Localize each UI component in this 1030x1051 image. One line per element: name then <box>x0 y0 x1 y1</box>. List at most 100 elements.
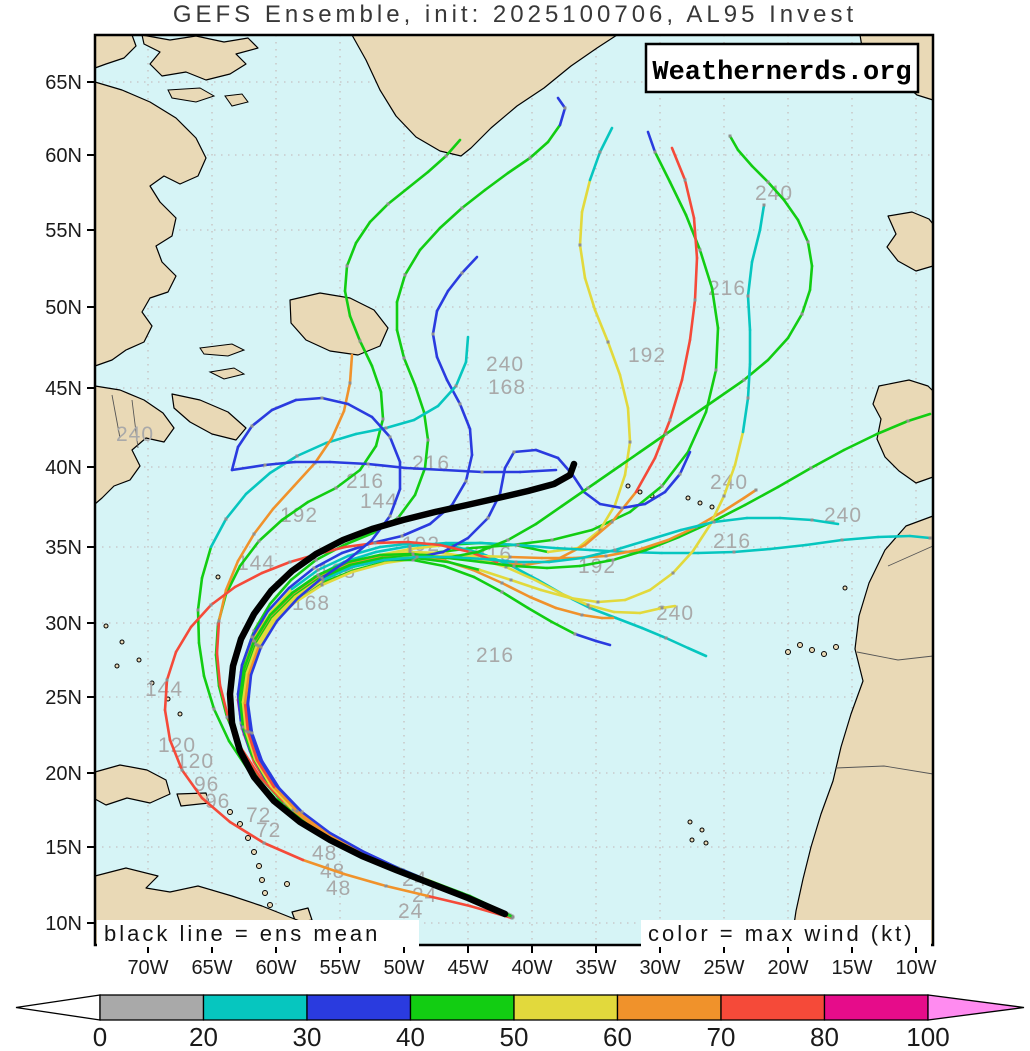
track-time-marker <box>444 154 448 158</box>
track-time-marker <box>766 180 770 184</box>
track-time-marker <box>250 635 254 639</box>
track-time-marker <box>334 486 338 490</box>
forecast-hour-label: 168 <box>488 376 526 399</box>
track-time-marker <box>516 543 520 547</box>
track-time-marker <box>295 809 299 813</box>
lon-tick-label: 65W <box>191 957 232 979</box>
legend-note-right: color = max wind (kt) <box>641 920 931 947</box>
track-time-marker <box>458 402 462 406</box>
lon-tick-label: 45W <box>447 957 488 979</box>
forecast-hour-label: 72 <box>246 804 271 827</box>
land-arctic-islets <box>167 87 216 103</box>
track-time-marker <box>388 514 392 518</box>
land-greenland <box>351 34 618 157</box>
forecast-hour-label: 48 <box>320 860 345 883</box>
track-time-marker <box>312 566 316 570</box>
track-time-marker <box>291 808 295 812</box>
track-time-marker <box>396 516 400 520</box>
forecast-hour-label: 240 <box>755 182 793 205</box>
track-time-marker <box>262 841 266 845</box>
legend-note-left-text: black line = ens mean <box>104 921 380 946</box>
lon-tick-label: 15W <box>831 957 872 979</box>
colorbar-tick-label: 70 <box>707 1022 736 1051</box>
forecast-hour-label: 96 <box>194 773 219 796</box>
colorbar-tick-label: 40 <box>396 1022 425 1051</box>
track-time-marker <box>411 558 415 562</box>
track-time-marker <box>460 206 464 210</box>
track-time-marker <box>408 547 412 551</box>
track-time-marker <box>683 178 687 182</box>
track-time-marker <box>431 332 435 336</box>
track-time-marker <box>252 629 256 633</box>
forecast-hour-label: 216 <box>412 452 450 475</box>
track-time-marker <box>345 264 349 268</box>
map-frame <box>93 33 935 947</box>
forecast-hour-label: 48 <box>326 877 351 900</box>
track-time-marker <box>411 552 415 556</box>
country-border <box>887 545 934 567</box>
track-time-marker <box>500 581 504 585</box>
lat-tick-label: 10N <box>45 913 82 935</box>
track-time-marker <box>742 378 746 382</box>
track-time-marker <box>653 150 657 154</box>
legend-note-left: black line = ens mean <box>97 920 419 947</box>
track-time-marker <box>512 564 516 568</box>
track-time-marker <box>604 554 608 558</box>
track-time-marker <box>578 243 582 247</box>
track-time-marker <box>320 396 324 400</box>
forecast-hour-label: 216 <box>346 470 384 493</box>
land-newfoundland <box>289 292 389 356</box>
track-time-marker <box>226 715 230 719</box>
land-arctic-islets <box>224 93 249 107</box>
track-time-marker <box>580 613 584 617</box>
track-time-marker <box>209 603 213 607</box>
track-time-marker <box>628 440 632 444</box>
ensemble-mean-track <box>226 460 578 918</box>
lat-tick-label: 45N <box>45 378 82 400</box>
track-time-marker <box>928 536 932 540</box>
track-time-marker <box>508 555 512 559</box>
track-time-marker <box>712 520 716 524</box>
lat-tick-label: 55N <box>45 220 82 242</box>
track-time-marker <box>257 539 261 543</box>
track-time-marker <box>348 381 352 385</box>
colorbar-tick-label: 80 <box>810 1022 839 1051</box>
track-time-marker <box>263 463 267 467</box>
land-new-england <box>94 385 175 505</box>
lat-tick-label: 60N <box>45 145 82 167</box>
forecast-hour-label: 48 <box>312 842 337 865</box>
track-time-marker <box>314 558 318 562</box>
track-time-marker <box>400 534 404 538</box>
colorbar-segment <box>202 994 308 1021</box>
track-time-marker <box>722 494 726 498</box>
track-time-marker <box>714 368 718 372</box>
state-border <box>111 394 121 439</box>
track-time-marker <box>464 479 468 483</box>
land-hispaniola <box>94 764 171 806</box>
land-madeira <box>842 585 848 591</box>
watermark-box: Weathernerds.org <box>644 42 920 94</box>
land-labrador-quebec <box>94 81 207 367</box>
colorbar-tick-label: 0 <box>93 1022 107 1051</box>
land-bermuda <box>215 574 221 580</box>
forecast-hour-label: 240 <box>824 504 862 527</box>
lon-tick-label: 60W <box>255 957 296 979</box>
track-time-marker <box>239 721 243 725</box>
state-border <box>131 399 139 449</box>
colorbar-right-arrow <box>927 994 1025 1021</box>
track-time-marker <box>732 550 736 554</box>
axis-ticks-and-labels: 65N 60N 55N 50N 45N 40N 35N 30N 25N 20N 15N 10N 70W 6… <box>45 72 936 979</box>
colorbar-segment <box>720 994 826 1021</box>
track-time-marker <box>746 294 750 298</box>
track-time-marker <box>500 590 504 594</box>
forecast-hour-label: 144 <box>360 490 398 513</box>
lat-tick-label: 30N <box>45 613 82 635</box>
track-time-marker <box>316 568 320 572</box>
mean-track-line <box>226 460 578 918</box>
track-time-marker <box>408 550 412 554</box>
track-time-marker <box>678 472 682 476</box>
track-time-marker <box>528 156 532 160</box>
track-time-marker <box>754 488 758 492</box>
track-time-marker <box>358 339 362 343</box>
